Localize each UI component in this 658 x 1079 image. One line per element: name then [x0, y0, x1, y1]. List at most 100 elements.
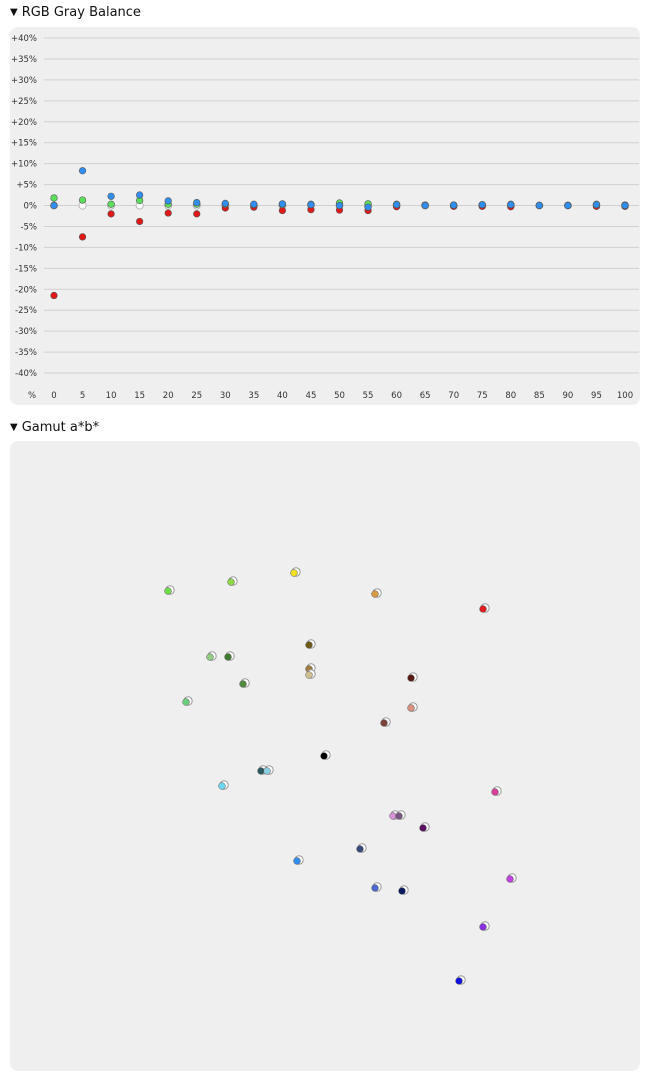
gamut-point — [380, 719, 388, 727]
x-tick-label: 95 — [591, 391, 602, 401]
x-tick-label: 80 — [505, 391, 516, 401]
data-point — [107, 192, 115, 200]
gamut-point — [164, 587, 172, 595]
y-tick-label: -30% — [15, 327, 37, 337]
x-tick-label: 15 — [134, 391, 145, 401]
gamut-title: Gamut a*b* — [21, 420, 100, 435]
data-point — [250, 200, 258, 208]
x-tick-label: 60 — [391, 391, 402, 401]
gamut-point — [239, 680, 247, 688]
gamut-point — [320, 752, 328, 760]
gamut-point — [506, 875, 514, 883]
x-tick-label: 65 — [420, 391, 431, 401]
x-tick-label: 50 — [334, 391, 345, 401]
y-tick-label: -40% — [15, 369, 37, 379]
y-tick-label: +30% — [11, 76, 37, 86]
y-tick-label: +25% — [11, 97, 37, 107]
collapse-triangle-icon[interactable]: ▼ — [10, 7, 18, 18]
gamut-point — [371, 884, 379, 892]
data-point — [136, 191, 144, 199]
x-tick-label: 20 — [163, 391, 174, 401]
gamut-point — [290, 569, 298, 577]
gamut-ab-chart — [164, 567, 517, 985]
gamut-point — [398, 887, 406, 895]
gamut-point — [263, 767, 271, 775]
gamut-point — [305, 641, 313, 649]
x-tick-label: 5 — [80, 391, 85, 401]
gray-balance-chart-panel: +40% +35% +30% +25% +20% +15% +10% +5% 0% -5% -10%… — [10, 27, 640, 405]
gray-balance-header[interactable]: ▼ RGB Gray Balance — [10, 5, 141, 21]
data-point — [107, 200, 115, 208]
x-tick-label: 0 — [51, 391, 56, 401]
x-tick-label: 55 — [363, 391, 374, 401]
y-tick-label: -20% — [15, 285, 37, 295]
gamut-point — [419, 824, 427, 832]
gamut-point — [293, 857, 301, 865]
data-point — [107, 210, 115, 218]
data-point — [335, 201, 344, 210]
gamut-chart-panel — [10, 441, 640, 1071]
x-corner-label: % — [28, 391, 36, 401]
data-point — [221, 199, 229, 208]
data-point — [164, 197, 172, 205]
data-point — [393, 201, 401, 209]
gamut-point — [356, 845, 364, 853]
gamut-point — [182, 698, 190, 706]
gamut-point — [218, 782, 226, 790]
collapse-triangle-icon[interactable]: ▼ — [10, 422, 18, 433]
data-point — [136, 217, 144, 226]
gamut-point — [305, 671, 313, 679]
gamut-point — [479, 605, 487, 613]
gamut-point — [407, 674, 415, 682]
x-tick-label: 85 — [534, 391, 545, 401]
gamut-point — [227, 578, 235, 586]
y-tick-label: +35% — [11, 55, 37, 65]
x-tick-label: 30 — [220, 391, 231, 401]
gray-balance-title: RGB Gray Balance — [21, 5, 141, 20]
x-tick-label: 45 — [306, 391, 317, 401]
data-point — [564, 201, 572, 210]
x-tick-label: 40 — [277, 391, 288, 401]
data-point — [50, 194, 58, 202]
gamut-point — [491, 788, 499, 796]
data-point — [621, 201, 629, 210]
y-tick-label: -10% — [15, 243, 37, 253]
gamut-point — [407, 704, 415, 712]
data-point — [307, 201, 315, 209]
data-point — [507, 201, 515, 209]
x-tick-label: 35 — [248, 391, 259, 401]
gray-balance-chart: +40% +35% +30% +25% +20% +15% +10% +5% 0% -5% -10%… — [11, 34, 639, 401]
x-tick-label: 25 — [191, 391, 202, 401]
gamut-point — [371, 590, 379, 598]
y-tick-label: 0% — [24, 202, 38, 212]
gamut-point — [206, 653, 214, 661]
data-point — [450, 201, 458, 209]
x-tick-label: 75 — [477, 391, 488, 401]
x-tick-label: 100 — [617, 391, 633, 401]
y-tick-label: +20% — [11, 118, 37, 128]
data-point — [478, 201, 486, 209]
gamut-header[interactable]: ▼ Gamut a*b* — [10, 420, 99, 436]
data-point — [164, 209, 172, 217]
data-point — [193, 210, 201, 218]
data-point — [535, 201, 543, 210]
y-tick-label: +10% — [11, 160, 37, 170]
y-tick-label: +40% — [11, 34, 37, 44]
gamut-point — [395, 812, 403, 820]
data-point — [193, 198, 201, 207]
y-tick-label: -25% — [15, 306, 37, 316]
data-point — [78, 196, 87, 204]
y-tick-label: -35% — [15, 348, 37, 358]
data-point — [78, 233, 87, 241]
data-point — [50, 201, 58, 210]
gamut-point — [455, 977, 463, 985]
x-tick-label: 10 — [106, 391, 117, 401]
x-tick-label: 70 — [448, 391, 459, 401]
data-point — [50, 291, 58, 300]
data-point — [78, 167, 87, 175]
x-tick-label: 90 — [562, 391, 573, 401]
data-point — [364, 203, 372, 211]
data-point — [592, 201, 601, 209]
data-point — [278, 200, 287, 208]
y-tick-label: -5% — [20, 222, 37, 232]
